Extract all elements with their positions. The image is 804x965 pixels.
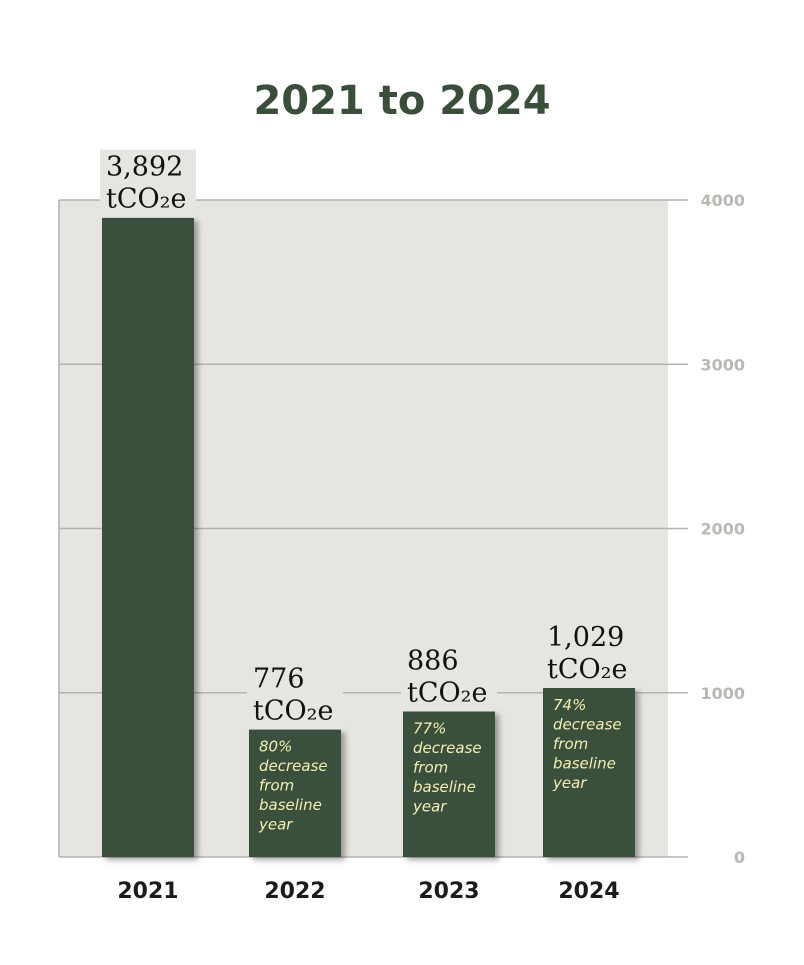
bar-note: from [413,758,448,776]
value-label-background [541,619,637,688]
bar-note: baseline [553,754,616,772]
x-category-label: 2023 [418,879,479,904]
bar [102,217,194,857]
bar-note: 77% [413,719,446,737]
x-category-label: 2024 [558,879,619,904]
value-label-background [247,661,343,730]
bar-note: from [259,777,294,795]
y-tick-label: 2000 [700,520,745,539]
bar-note: decrease [553,715,622,733]
y-tick-label: 4000 [700,191,745,210]
value-label: 1,029 [547,622,624,653]
x-category-label: 2021 [117,879,178,904]
y-tick-label: 3000 [700,355,745,374]
bar [403,711,495,857]
bar-note: from [553,735,588,753]
value-label: 3,892 [106,152,183,183]
value-label: tCO₂e [547,654,627,685]
chart-title: 2021 to 2024 [253,78,551,124]
value-label: 886 [407,645,459,676]
bar-note: year [258,816,293,834]
value-label-background [401,643,497,712]
bar-note: baseline [413,778,476,796]
y-tick-label: 0 [734,848,745,867]
y-tick-label: 1000 [700,684,745,703]
bar-note: year [412,797,447,815]
value-label-background [100,149,196,218]
bar-note: 80% [259,738,292,756]
bar-note: baseline [259,796,322,814]
bar [249,729,341,857]
value-label: tCO₂e [253,696,333,727]
bar [543,687,635,857]
value-label: 776 [253,664,305,695]
bar-note: 74% [553,696,586,714]
value-label: tCO₂e [407,677,487,708]
bar-note: year [552,774,587,792]
bar-note: decrease [259,757,328,775]
bar-note: decrease [413,739,482,757]
x-category-label: 2022 [264,879,325,904]
value-label: tCO₂e [106,184,186,215]
